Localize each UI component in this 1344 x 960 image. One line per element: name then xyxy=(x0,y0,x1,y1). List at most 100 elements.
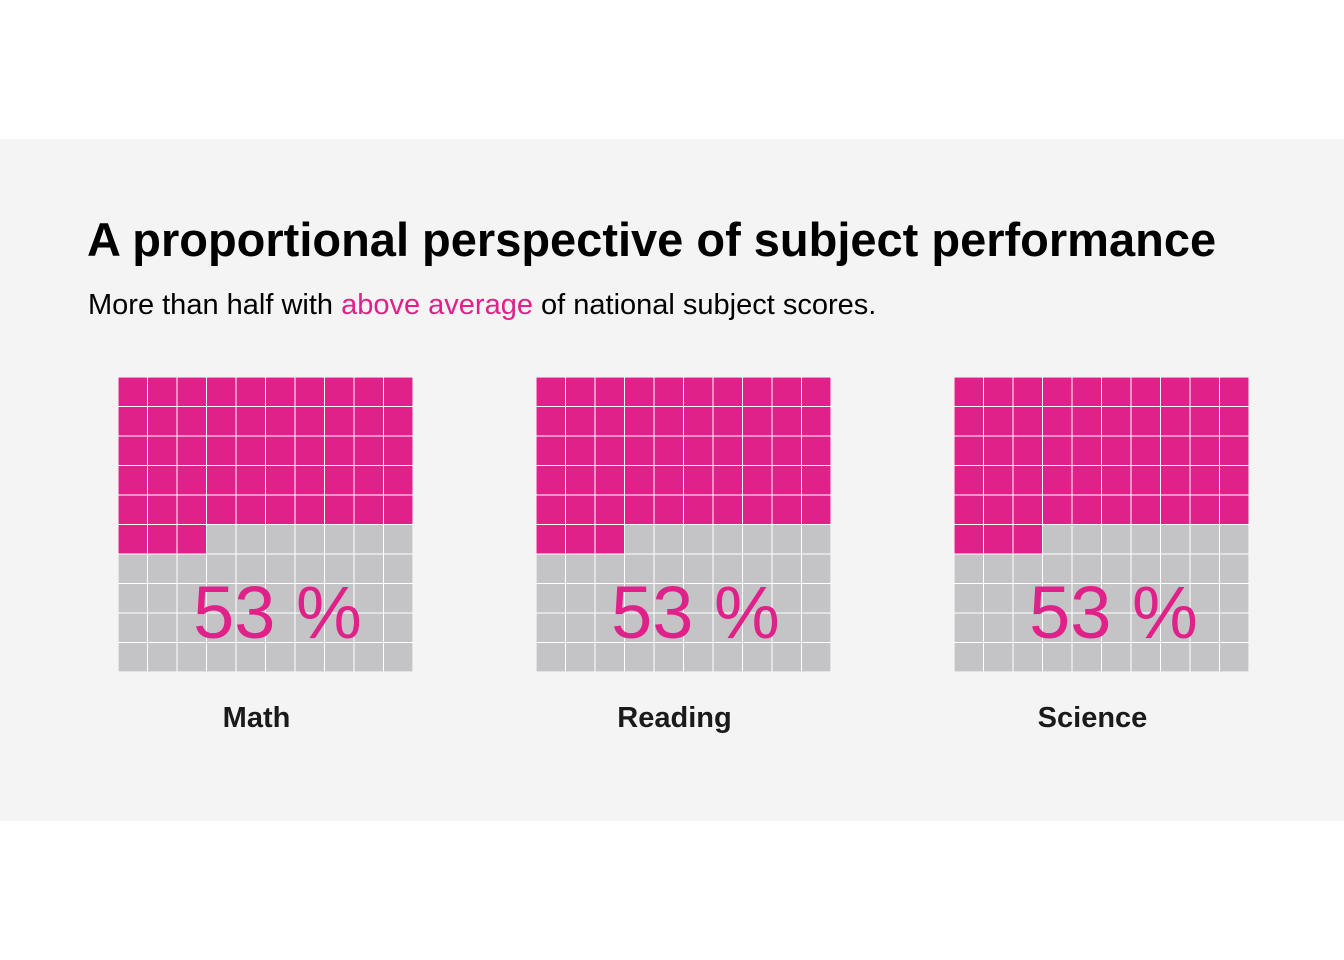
waffle-grid-reading xyxy=(536,377,831,672)
waffle-cell-filled xyxy=(353,465,384,496)
waffle-cell-empty xyxy=(683,553,714,584)
waffle-cell-filled xyxy=(801,465,831,496)
waffle-cell-filled xyxy=(683,406,714,437)
waffle-cell-filled xyxy=(712,494,743,525)
waffle-cell-empty xyxy=(353,583,384,614)
waffle-cell-empty xyxy=(1160,524,1191,555)
subject-label-math: Math xyxy=(222,702,291,734)
waffle-cell-filled xyxy=(1071,406,1102,437)
waffle-cell-empty xyxy=(1160,642,1191,672)
waffle-cell-empty xyxy=(118,583,148,614)
waffle-cell-empty xyxy=(206,553,237,584)
waffle-cell-empty xyxy=(712,524,743,555)
waffle-cell-filled xyxy=(983,524,1014,555)
waffle-cell-filled xyxy=(954,406,984,437)
waffle-cell-filled xyxy=(536,406,566,437)
waffle-cell-filled xyxy=(1042,465,1073,496)
waffle-cell-filled xyxy=(1071,435,1102,466)
waffle-cell-empty xyxy=(954,553,984,584)
waffle-cell-filled xyxy=(265,494,296,525)
waffle-cell-filled xyxy=(1012,377,1043,407)
waffle-cell-filled xyxy=(353,406,384,437)
waffle-cell-empty xyxy=(176,642,207,672)
waffle-cell-filled xyxy=(176,377,207,407)
waffle-cell-filled xyxy=(594,435,625,466)
waffle-cell-filled xyxy=(712,406,743,437)
waffle-cell-filled xyxy=(118,377,148,407)
waffle-cell-filled xyxy=(983,465,1014,496)
waffle-cell-empty xyxy=(653,553,684,584)
waffle-cell-empty xyxy=(801,553,831,584)
waffle-cell-filled xyxy=(624,377,655,407)
waffle-cell-empty xyxy=(1130,583,1161,614)
waffle-cell-filled xyxy=(565,406,596,437)
waffle-cell-empty xyxy=(176,553,207,584)
waffle-cell-filled xyxy=(147,524,178,555)
waffle-cell-filled xyxy=(147,377,178,407)
waffle-cell-filled xyxy=(536,524,566,555)
waffle-cell-empty xyxy=(742,612,773,643)
waffle-cell-filled xyxy=(536,435,566,466)
waffle-cell-filled xyxy=(206,465,237,496)
waffle-cell-empty xyxy=(1189,553,1220,584)
waffle-cell-empty xyxy=(1160,553,1191,584)
waffle-cell-filled xyxy=(265,435,296,466)
waffle-cell-empty xyxy=(1101,553,1132,584)
waffle-cell-filled xyxy=(653,435,684,466)
chart-title: A proportional perspective of subject pe… xyxy=(87,213,1217,266)
waffle-cell-filled xyxy=(1189,377,1220,407)
waffle-cell-filled xyxy=(1189,435,1220,466)
waffle-cell-filled xyxy=(294,377,325,407)
waffle-cell-filled xyxy=(383,435,413,466)
waffle-cell-filled xyxy=(1012,435,1043,466)
waffle-cell-filled xyxy=(712,377,743,407)
waffle-cell-empty xyxy=(265,642,296,672)
waffle-cell-filled xyxy=(1160,406,1191,437)
waffle-cell-filled xyxy=(1160,494,1191,525)
waffle-cell-empty xyxy=(653,524,684,555)
waffle-cell-filled xyxy=(265,406,296,437)
waffle-cell-empty xyxy=(1189,583,1220,614)
waffle-cell-empty xyxy=(771,583,802,614)
waffle-cell-empty xyxy=(294,612,325,643)
waffle-cell-filled xyxy=(954,465,984,496)
waffle-cell-filled xyxy=(1071,377,1102,407)
waffle-cell-empty xyxy=(353,553,384,584)
waffle-cell-filled xyxy=(983,494,1014,525)
waffle-cell-empty xyxy=(801,612,831,643)
waffle-value-label: 53 % xyxy=(611,571,780,654)
waffle-cell-empty xyxy=(206,612,237,643)
waffle-grid-math xyxy=(118,377,413,672)
waffle-cell-filled xyxy=(176,524,207,555)
waffle-cell-filled xyxy=(536,377,566,407)
waffle-cell-filled xyxy=(565,494,596,525)
waffle-cell-empty xyxy=(324,642,355,672)
waffle-cell-empty xyxy=(565,583,596,614)
waffle-cell-filled xyxy=(565,465,596,496)
waffle-cell-empty xyxy=(771,612,802,643)
waffle-cell-filled xyxy=(1130,494,1161,525)
waffle-cell-filled xyxy=(235,377,266,407)
waffle-cell-filled xyxy=(954,435,984,466)
chart-subtitle: More than half with above average of nat… xyxy=(88,288,876,322)
waffle-cell-empty xyxy=(983,612,1014,643)
waffle-cell-empty xyxy=(1219,583,1249,614)
waffle-cell-filled xyxy=(206,377,237,407)
waffle-cell-filled xyxy=(324,494,355,525)
waffle-cell-empty xyxy=(265,583,296,614)
waffle-cell-empty xyxy=(1130,524,1161,555)
waffle-cell-filled xyxy=(383,494,413,525)
waffle-cell-filled xyxy=(653,494,684,525)
waffle-cell-filled xyxy=(176,465,207,496)
waffle-cell-empty xyxy=(1189,612,1220,643)
waffle-cell-empty xyxy=(565,642,596,672)
waffle-cell-empty xyxy=(683,612,714,643)
waffle-cell-filled xyxy=(176,435,207,466)
waffle-cell-filled xyxy=(265,377,296,407)
waffle-cell-filled xyxy=(353,377,384,407)
waffle-cell-filled xyxy=(1012,524,1043,555)
waffle-cell-empty xyxy=(383,583,413,614)
waffle-cell-empty xyxy=(147,583,178,614)
waffle-cell-filled xyxy=(594,465,625,496)
waffle-cell-filled xyxy=(742,465,773,496)
